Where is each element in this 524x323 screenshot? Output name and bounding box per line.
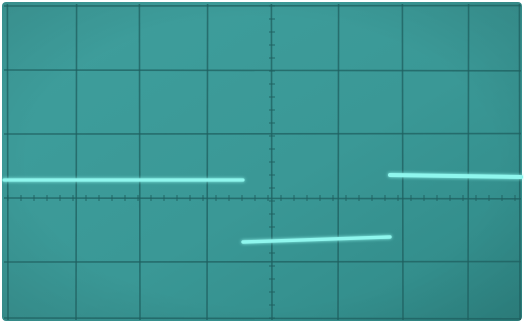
graticule-vertical-line [518, 3, 521, 321]
graticule-vertical-line [75, 3, 78, 321]
graticule-vertical-line [138, 3, 141, 321]
graticule-center-ticks [7, 5, 516, 319]
graticule-horizontal-line [3, 317, 522, 320]
signal-trace [2, 173, 523, 244]
graticule-vertical-line [337, 3, 340, 321]
graticule-vertical-line [6, 3, 9, 321]
trace-segment-high-right [388, 173, 523, 179]
graticule-vertical-line [401, 3, 404, 321]
graticule-vertical-line [206, 3, 209, 321]
graticule-horizontal-line [3, 69, 522, 72]
graticule-grid [3, 3, 522, 321]
trace-segment-low [241, 235, 392, 244]
graticule-vertical-line [467, 3, 470, 321]
graticule-horizontal-line [3, 197, 522, 200]
